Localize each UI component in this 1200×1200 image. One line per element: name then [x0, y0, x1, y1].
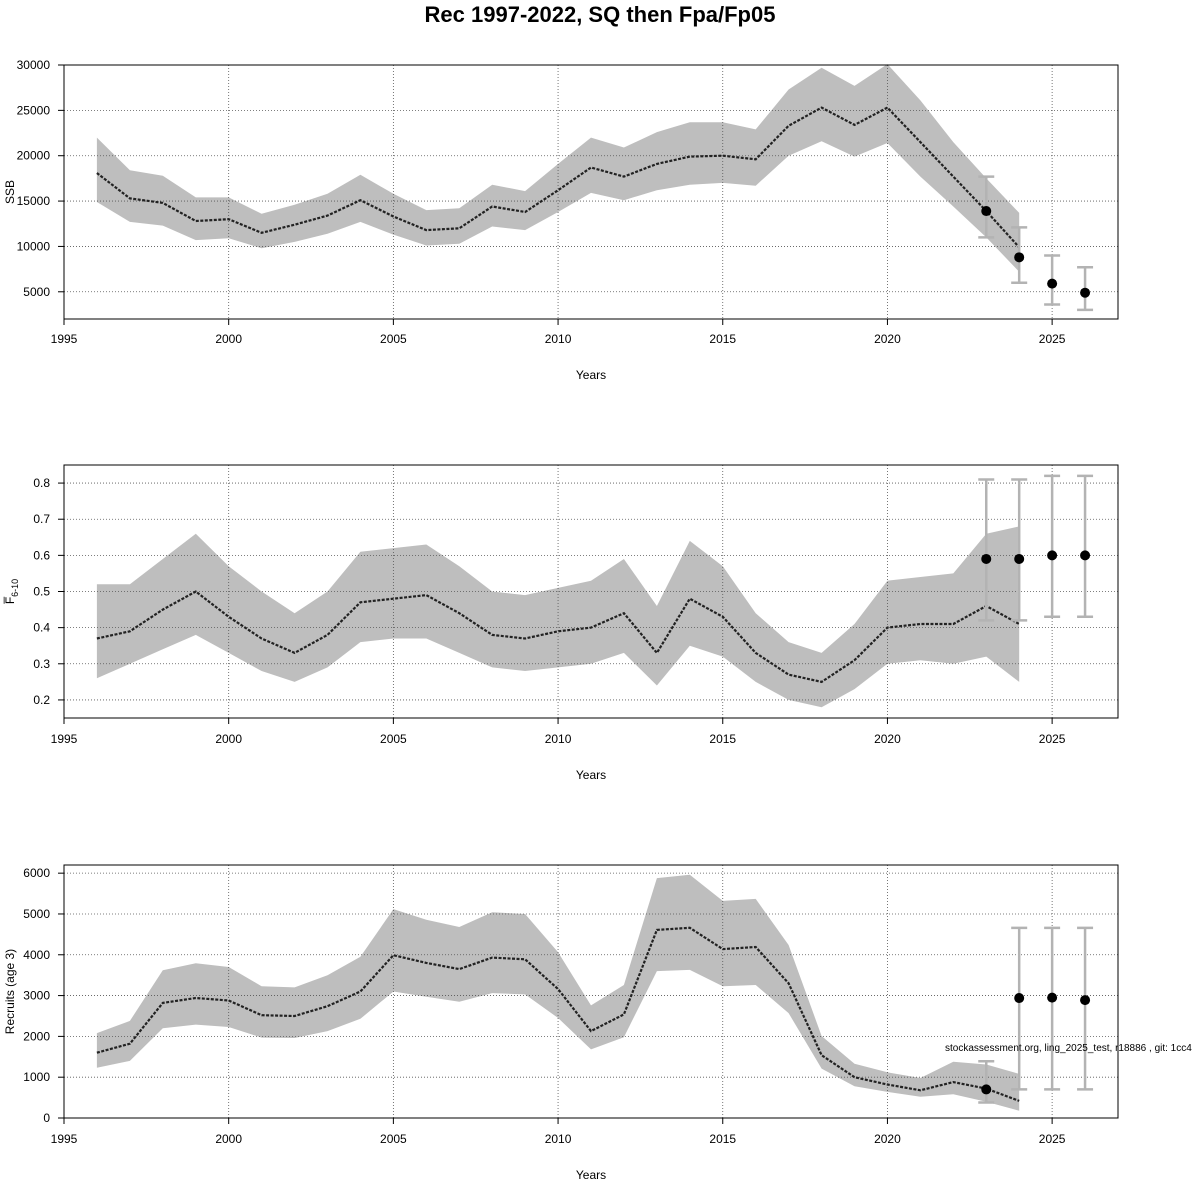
- forecast-point: [1014, 553, 1025, 564]
- x-tick-label: 1995: [51, 1132, 78, 1146]
- chart-title: Rec 1997-2022, SQ then Fpa/Fp05: [424, 2, 776, 27]
- y-tick-label: 0.7: [33, 512, 50, 526]
- x-tick-label: 2000: [215, 1132, 242, 1146]
- y-tick-label: 15000: [17, 194, 51, 208]
- forecast-point: [1047, 550, 1058, 561]
- forecast-point: [1014, 252, 1025, 263]
- x-tick-label: 2000: [215, 332, 242, 346]
- x-tick-label: 2015: [709, 732, 736, 746]
- y-tick-label: 20000: [17, 149, 51, 163]
- forecast-point: [1047, 992, 1058, 1003]
- x-axis-label: Years: [576, 1168, 606, 1182]
- x-tick-label: 2025: [1039, 332, 1066, 346]
- y-tick-label: 3000: [23, 989, 50, 1003]
- x-tick-label: 2000: [215, 732, 242, 746]
- y-tick-label: 10000: [17, 239, 51, 253]
- confidence-band: [96, 526, 1020, 708]
- y-tick-label: 0: [43, 1111, 50, 1125]
- forecast-point: [981, 206, 992, 217]
- x-tick-label: 2010: [545, 1132, 572, 1146]
- forecast-point: [981, 1084, 992, 1095]
- fbar-panel: 1995 2000 2005 2010 2015 2020 2025 Years 0.2 0.3 0…: [3, 464, 1119, 782]
- y-tick-label: 0.4: [33, 621, 50, 635]
- forecast-point: [1080, 287, 1091, 298]
- y-axis-label: Recruits (age 3): [3, 949, 17, 1034]
- x-tick-label: 2020: [874, 332, 901, 346]
- x-tick-label: 2005: [380, 332, 407, 346]
- y-tick-label: 0.5: [33, 585, 50, 599]
- forecast-point: [981, 553, 992, 564]
- x-tick-label: 2020: [874, 1132, 901, 1146]
- estimate-line: [96, 590, 1020, 684]
- y-tick-label: 1000: [23, 1070, 50, 1084]
- x-tick-label: 1995: [51, 332, 78, 346]
- ssb-panel: 1995 2000 2005 2010 2015 2020 2025 Years 5000 100…: [3, 58, 1119, 382]
- x-axis-label: Years: [576, 768, 606, 782]
- x-tick-label: 2020: [874, 732, 901, 746]
- x-tick-label: 1995: [51, 732, 78, 746]
- y-tick-label: 5000: [23, 907, 50, 921]
- y-axis-label: F̅6-10: [3, 579, 20, 604]
- y-tick-label: 0.6: [33, 548, 50, 562]
- y-tick-label: 30000: [17, 58, 51, 72]
- forecast-point: [1047, 278, 1058, 289]
- y-tick-label: 5000: [23, 285, 50, 299]
- x-tick-label: 2010: [545, 332, 572, 346]
- forecast-point: [1080, 995, 1091, 1006]
- forecast-point: [1080, 550, 1091, 561]
- x-tick-label: 2025: [1039, 1132, 1066, 1146]
- y-tick-label: 2000: [23, 1029, 50, 1043]
- y-axis-label: SSB: [3, 180, 17, 204]
- x-tick-label: 2010: [545, 732, 572, 746]
- recruits-panel: 1995 2000 2005 2010 2015 2020 2025 Years 0 1000 20…: [3, 864, 1119, 1182]
- y-tick-label: 0.3: [33, 657, 50, 671]
- x-tick-label: 2015: [709, 1132, 736, 1146]
- x-tick-label: 2005: [380, 1132, 407, 1146]
- forecast-point: [1014, 993, 1025, 1004]
- y-tick-label: 0.8: [33, 476, 50, 490]
- confidence-band: [96, 874, 1020, 1111]
- estimate-line: [96, 106, 1021, 249]
- x-tick-label: 2005: [380, 732, 407, 746]
- x-axis-label: Years: [576, 368, 606, 382]
- y-tick-label: 25000: [17, 103, 51, 117]
- footnote: stockassessment.org, ling_2025_test, r18…: [945, 1043, 1192, 1054]
- y-tick-label: 6000: [23, 866, 50, 880]
- x-tick-label: 2015: [709, 332, 736, 346]
- y-tick-label: 4000: [23, 948, 50, 962]
- x-tick-label: 2025: [1039, 732, 1066, 746]
- y-tick-label: 0.2: [33, 693, 50, 707]
- estimate-line: [96, 926, 1020, 1102]
